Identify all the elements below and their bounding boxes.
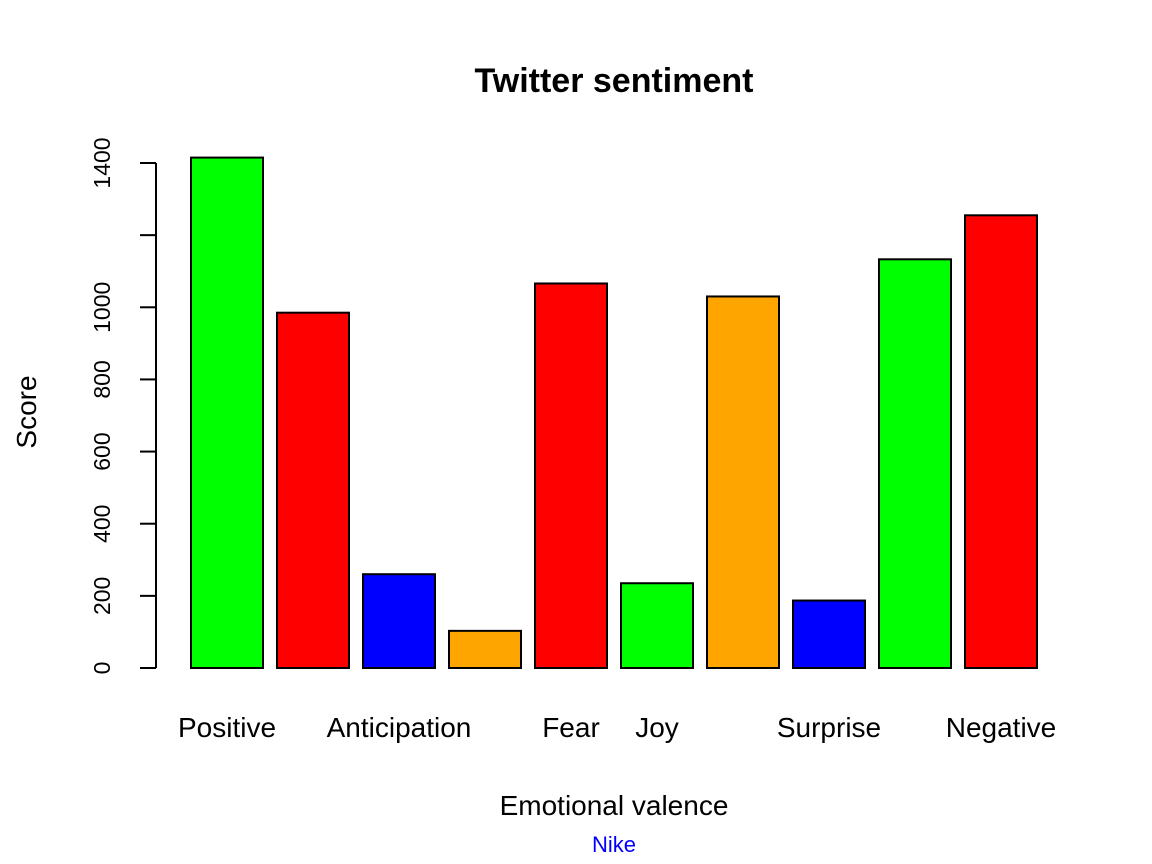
- x-category-label: Anticipation: [327, 712, 472, 743]
- x-axis-title: Emotional valence: [500, 790, 729, 821]
- x-category-label: Negative: [946, 712, 1057, 743]
- y-tick-label: 1000: [89, 282, 115, 333]
- bar: [362, 573, 436, 670]
- bar: [276, 311, 350, 669]
- y-tick-label: 1400: [89, 137, 115, 188]
- bar: [792, 599, 866, 670]
- y-axis-title: Score: [11, 375, 42, 448]
- y-axis: 0 200 400 600 800 1000 1400: [89, 137, 157, 675]
- x-category-labels: Positive Anticipation Fear Joy Surprise Negat…: [178, 712, 1056, 743]
- x-category-label: Fear: [542, 712, 600, 743]
- bar: [534, 282, 608, 669]
- bar: [448, 629, 522, 670]
- y-tick-label: 0: [89, 662, 115, 675]
- y-tick-label: 600: [89, 432, 115, 470]
- bar: [620, 582, 694, 669]
- bars-group: [190, 156, 1038, 670]
- y-tick-label: 800: [89, 360, 115, 398]
- bar: [190, 156, 264, 669]
- bar: [878, 258, 952, 669]
- bar: [964, 214, 1038, 670]
- chart-title: Twitter sentiment: [475, 62, 754, 100]
- x-category-label: Surprise: [777, 712, 881, 743]
- y-tick-label: 200: [89, 577, 115, 615]
- x-category-label: Positive: [178, 712, 276, 743]
- y-tick-label: 400: [89, 505, 115, 543]
- chart-subtitle: Nike: [592, 832, 636, 857]
- x-category-label: Joy: [635, 712, 679, 743]
- bar: [706, 295, 780, 669]
